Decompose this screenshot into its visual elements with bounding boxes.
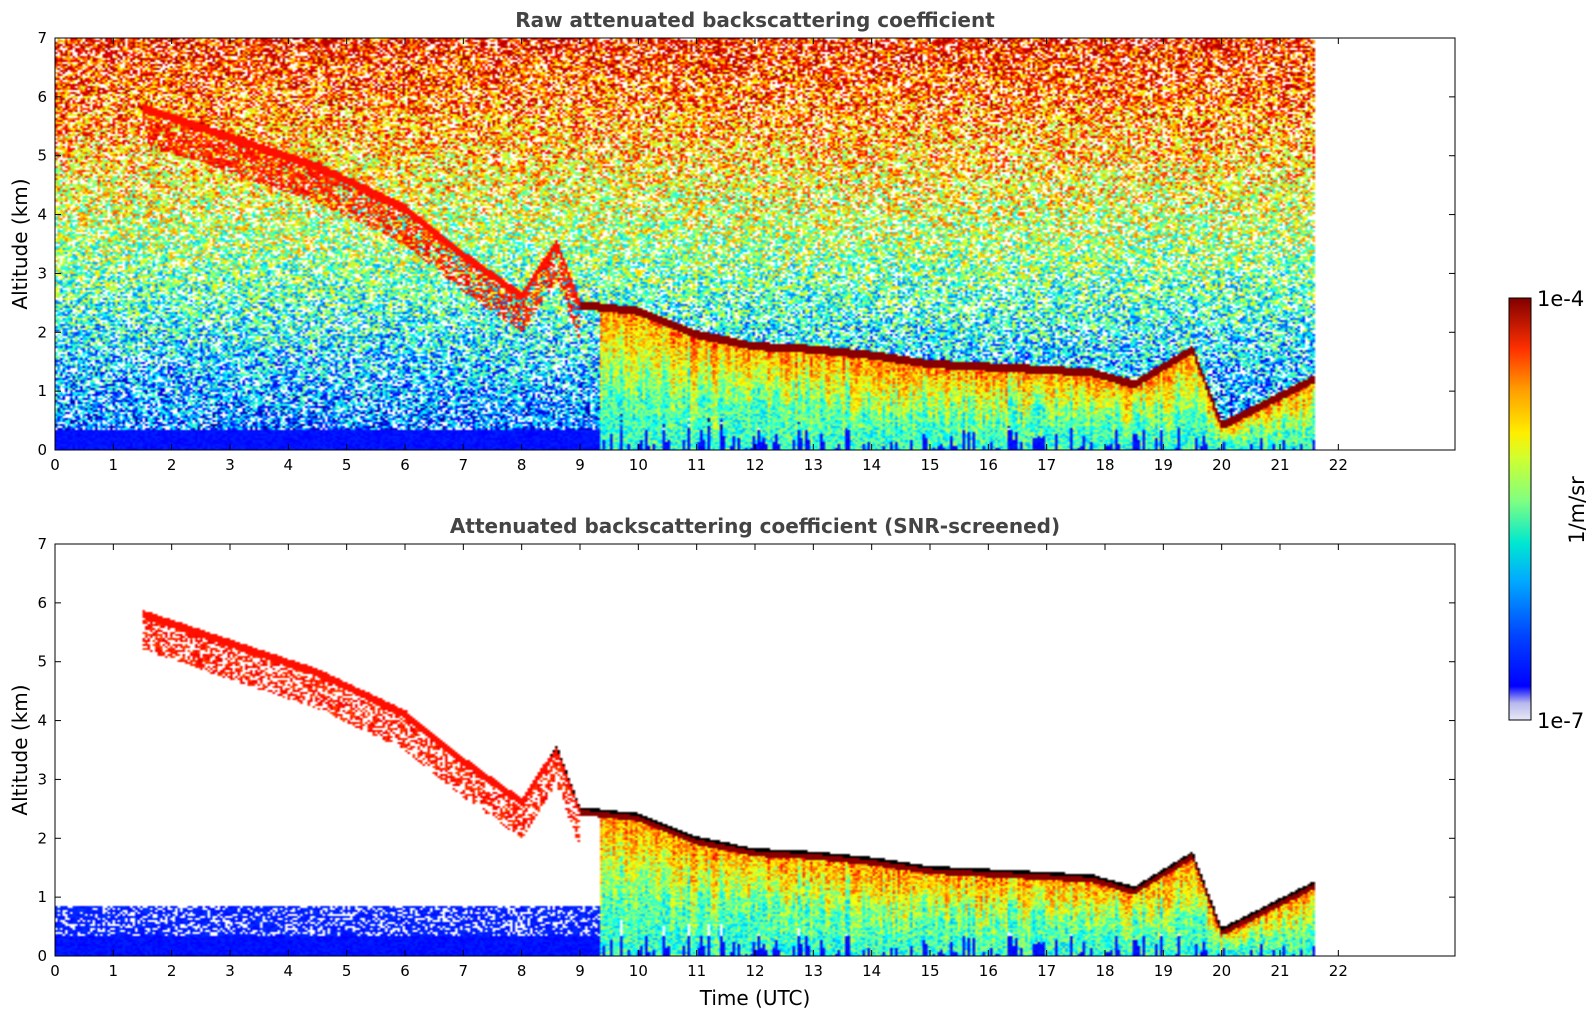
panel-screened-ytick-label: 7 xyxy=(37,535,47,553)
panel-raw-xtick-label: 17 xyxy=(1037,456,1056,474)
panel-raw-xtick-label: 11 xyxy=(687,456,706,474)
panel-screened-xtick-label: 21 xyxy=(1270,962,1289,980)
panel-raw-xtick-label: 12 xyxy=(745,456,764,474)
panel-raw-title: Raw attenuated backscattering coefficien… xyxy=(515,8,995,32)
panel-raw-ytick-label: 6 xyxy=(37,88,47,106)
panel-screened-xtick-label: 20 xyxy=(1212,962,1231,980)
panel-raw-xtick-label: 19 xyxy=(1154,456,1173,474)
panel-raw-xtick-label: 8 xyxy=(517,456,527,474)
panel-screened-ytick-label: 2 xyxy=(37,829,47,847)
panel-screened-xlabel: Time (UTC) xyxy=(699,986,811,1010)
panel-screened-xtick-label: 0 xyxy=(50,962,60,980)
panel-raw: Raw attenuated backscattering coefficien… xyxy=(8,8,1456,474)
panel-screened-xtick-label: 9 xyxy=(575,962,585,980)
panel-screened-ytick-label: 0 xyxy=(37,947,47,965)
panel-screened-xtick-label: 12 xyxy=(745,962,764,980)
panel-screened-ytick-label: 5 xyxy=(37,653,47,671)
panel-raw-xtick-label: 22 xyxy=(1329,456,1348,474)
panel-raw-xtick-label: 4 xyxy=(284,456,294,474)
colorbar-gradient xyxy=(1508,297,1532,721)
panel-screened-xtick-label: 7 xyxy=(459,962,469,980)
panel-raw-xtick-label: 20 xyxy=(1212,456,1231,474)
panel-screened-xtick-label: 17 xyxy=(1037,962,1056,980)
panel-raw-ytick-label: 4 xyxy=(37,206,47,224)
panel-raw-xtick-label: 0 xyxy=(50,456,60,474)
panel-screened-xtick-label: 16 xyxy=(979,962,998,980)
panel-screened-title: Attenuated backscattering coefficient (S… xyxy=(450,514,1060,538)
panel-screened-ticks: 0 1 2 3 4 5 6 7 8 9 10 11 12 13 14 15 16 17 18 19 20 21 220123… xyxy=(37,535,1455,980)
panel-raw-xtick-label: 5 xyxy=(342,456,352,474)
panel-screened-xtick-label: 11 xyxy=(687,962,706,980)
panel-screened-xtick-label: 10 xyxy=(629,962,648,980)
panel-raw-xtick-label: 1 xyxy=(109,456,119,474)
panel-raw-xtick-label: 15 xyxy=(920,456,939,474)
panel-raw-xtick-label: 2 xyxy=(167,456,177,474)
panel-screened-xtick-label: 19 xyxy=(1154,962,1173,980)
panel-screened-heatmap xyxy=(55,544,1455,956)
panel-raw-xtick-label: 9 xyxy=(575,456,585,474)
panel-screened-xtick-label: 15 xyxy=(920,962,939,980)
panel-screened-xtick-label: 22 xyxy=(1329,962,1348,980)
panel-raw-xtick-label: 7 xyxy=(459,456,469,474)
panel-screened: Attenuated backscattering coefficient (S… xyxy=(8,514,1456,1010)
panel-raw-ticks: 0 1 2 3 4 5 6 7 8 9 10 11 12 13 14 15 16 17 18 19 20 21 220123… xyxy=(37,29,1455,474)
panel-raw-ytick-label: 1 xyxy=(37,382,47,400)
panel-raw-xtick-label: 21 xyxy=(1270,456,1289,474)
panel-screened-ytick-label: 1 xyxy=(37,888,47,906)
panel-raw-xtick-label: 10 xyxy=(629,456,648,474)
panel-screened-xtick-label: 1 xyxy=(109,962,119,980)
panel-raw-ytick-label: 5 xyxy=(37,147,47,165)
panel-raw-xtick-label: 3 xyxy=(225,456,235,474)
panel-raw-heatmap-image xyxy=(55,38,1455,450)
panel-raw-ytick-label: 7 xyxy=(37,29,47,47)
panel-raw-ytick-label: 0 xyxy=(37,441,47,459)
panel-screened-ytick-label: 6 xyxy=(37,594,47,612)
panel-screened-ylabel: Altitude (km) xyxy=(8,684,32,815)
panel-screened-xtick-label: 13 xyxy=(804,962,823,980)
panel-raw-heatmap xyxy=(55,38,1455,450)
panel-screened-xtick-label: 5 xyxy=(342,962,352,980)
colorbar-unit-label: 1/m/sr xyxy=(1565,476,1589,544)
panel-raw-xtick-label: 13 xyxy=(804,456,823,474)
panel-screened-heatmap-image xyxy=(55,544,1455,956)
panel-screened-ytick-label: 4 xyxy=(37,712,47,730)
panel-screened-xtick-label: 6 xyxy=(400,962,410,980)
panel-raw-ytick-label: 3 xyxy=(37,264,47,282)
panel-screened-xtick-label: 8 xyxy=(517,962,527,980)
panel-raw-xtick-label: 18 xyxy=(1095,456,1114,474)
panel-screened-xtick-label: 4 xyxy=(284,962,294,980)
panel-screened-xtick-label: 3 xyxy=(225,962,235,980)
panel-screened-xtick-label: 18 xyxy=(1095,962,1114,980)
panel-raw-ytick-label: 2 xyxy=(37,323,47,341)
colorbar-max-label: 1e-4 xyxy=(1537,287,1584,311)
panel-raw-xtick-label: 6 xyxy=(400,456,410,474)
colorbar-min-label: 1e-7 xyxy=(1537,709,1584,733)
panel-screened-ytick-label: 3 xyxy=(37,770,47,788)
panel-raw-ylabel: Altitude (km) xyxy=(8,178,32,309)
panel-raw-xtick-label: 16 xyxy=(979,456,998,474)
panel-screened-xtick-label: 2 xyxy=(167,962,177,980)
panel-screened-xtick-label: 14 xyxy=(862,962,881,980)
colorbar: 1e-4 1e-7 1/m/sr xyxy=(1508,287,1589,733)
panel-raw-xtick-label: 14 xyxy=(862,456,881,474)
